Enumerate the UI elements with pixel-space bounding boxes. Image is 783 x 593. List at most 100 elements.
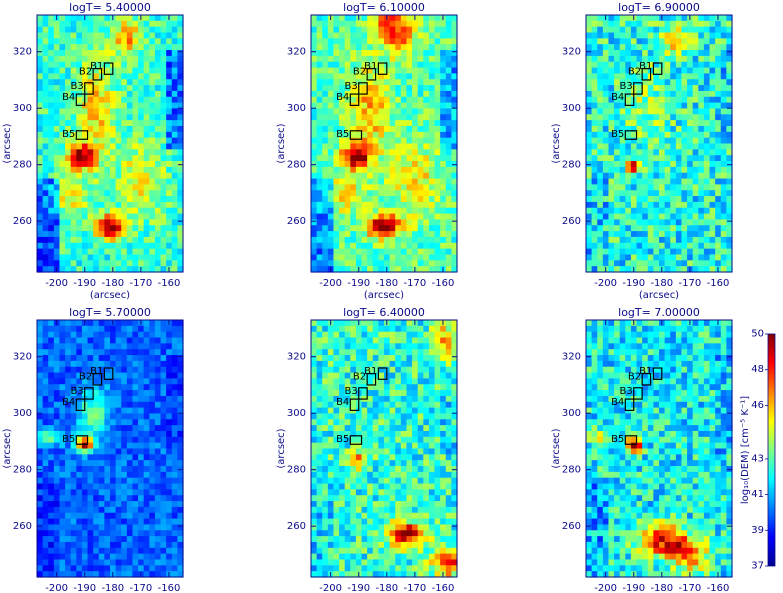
heatmap-cell (602, 90, 610, 98)
heatmap-cell (166, 190, 173, 197)
heatmap-cell (316, 196, 323, 203)
heatmap-cell (344, 190, 351, 197)
heatmap-cell (70, 254, 77, 261)
heatmap-cell (104, 495, 111, 502)
heatmap-cell (389, 38, 396, 45)
heatmap-cell (378, 231, 385, 238)
heatmap-cell (87, 201, 94, 209)
heatmap-cell (166, 79, 173, 86)
heatmap-cell (121, 355, 128, 362)
heatmap-cell (344, 219, 351, 226)
heatmap-cell (37, 149, 44, 156)
heatmap-cell (149, 137, 156, 145)
heatmap-cell (311, 190, 318, 197)
heatmap-cell (614, 20, 621, 28)
heatmap-cell (378, 32, 385, 39)
heatmap-cell (154, 553, 162, 561)
heatmap-cell (177, 184, 184, 191)
heatmap-cell (322, 172, 329, 180)
heatmap-cell (395, 155, 402, 162)
heatmap-cell (384, 50, 391, 57)
heatmap-cell (608, 131, 615, 139)
heatmap-cell (440, 207, 447, 215)
heatmap-cell (636, 161, 643, 168)
heatmap-cell (675, 248, 683, 256)
heatmap-cell (93, 155, 100, 162)
heatmap-cell (70, 466, 77, 473)
heatmap-cell (115, 571, 122, 578)
heatmap-cell (687, 242, 694, 250)
heatmap-cell (311, 26, 318, 34)
heatmap-cell (132, 536, 139, 543)
heatmap-cell (647, 155, 654, 162)
heatmap-cell (110, 242, 117, 250)
heatmap-cell (177, 248, 184, 256)
heatmap-cell (93, 55, 100, 63)
heatmap-cell (154, 32, 162, 39)
heatmap-cell (636, 20, 643, 28)
region-label-b1: B1 (90, 61, 103, 72)
heatmap-cell (126, 125, 134, 133)
heatmap-cell (93, 553, 100, 561)
heatmap-cell (389, 131, 396, 139)
heatmap-cell (619, 61, 626, 69)
heatmap-cell (76, 55, 83, 63)
heatmap-cell (138, 553, 145, 561)
heatmap-cell (316, 201, 323, 209)
heatmap-cell (70, 559, 77, 566)
heatmap-cell (70, 471, 77, 479)
heatmap-cell (653, 143, 660, 150)
heatmap-cell (143, 114, 150, 121)
heatmap-cell (171, 73, 178, 80)
heatmap-cell (355, 149, 363, 156)
heatmap-cell (160, 355, 167, 362)
heatmap-cell (138, 260, 145, 267)
heatmap-cell (126, 178, 134, 185)
heatmap-cell (171, 219, 178, 226)
heatmap-cell (389, 108, 396, 115)
heatmap-cell (333, 67, 340, 75)
heatmap-cell (327, 254, 335, 261)
heatmap-cell (76, 331, 83, 339)
heatmap-cell (400, 38, 408, 45)
heatmap-cell (417, 15, 424, 22)
heatmap-cell (316, 44, 323, 51)
heatmap-cell (647, 20, 654, 28)
heatmap-cell (445, 242, 452, 250)
heatmap-cell (76, 536, 83, 543)
heatmap-cell (76, 512, 83, 520)
heatmap-cell (37, 67, 44, 75)
heatmap-cell (98, 483, 105, 490)
heatmap-cell (149, 390, 156, 397)
heatmap-cell (138, 225, 145, 232)
heatmap-cell (65, 242, 72, 250)
heatmap-cell (70, 149, 77, 156)
heatmap-cell (93, 436, 100, 444)
heatmap-cell (126, 518, 134, 526)
heatmap-cell (93, 44, 100, 51)
heatmap-cell (143, 413, 150, 420)
heatmap-cell (93, 518, 100, 526)
heatmap-cell (37, 460, 44, 467)
heatmap-cell (367, 331, 374, 339)
heatmap-cell (138, 419, 145, 426)
heatmap-cell (720, 44, 727, 51)
heatmap-cell (681, 178, 688, 185)
heatmap-cell (681, 219, 688, 226)
heatmap-cell (412, 143, 419, 150)
heatmap-cell (115, 536, 122, 543)
heatmap-cell (149, 236, 156, 244)
heatmap-cell (367, 231, 374, 238)
heatmap-cell (81, 325, 89, 333)
heatmap-cell (37, 61, 44, 69)
heatmap-cell (692, 231, 699, 238)
heatmap-cell (53, 190, 61, 197)
heatmap-cell (423, 55, 430, 63)
heatmap-cell (692, 108, 699, 115)
heatmap-cell (372, 236, 379, 244)
heatmap-cell (154, 466, 162, 473)
heatmap-cell (384, 32, 391, 39)
heatmap-cell (160, 360, 167, 368)
heatmap-cell (37, 349, 44, 356)
heatmap-cell (389, 320, 396, 327)
